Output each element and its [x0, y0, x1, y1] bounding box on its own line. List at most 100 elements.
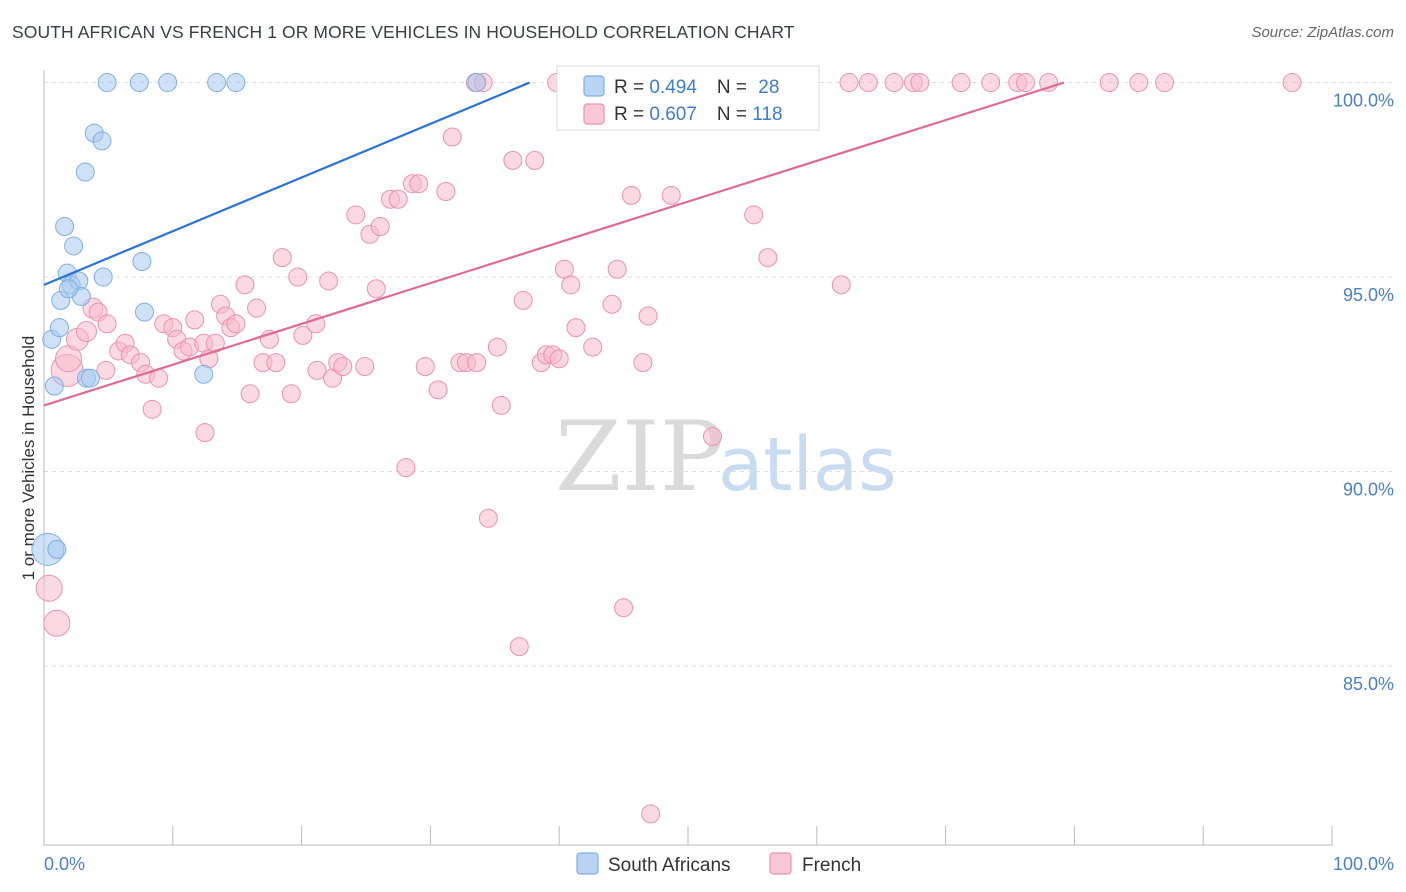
french-point [370, 216, 390, 236]
french-point [226, 314, 246, 334]
french-point [583, 337, 603, 357]
south-africans-point [226, 73, 246, 93]
french-point [266, 353, 286, 373]
french-point [43, 609, 71, 637]
french-point [491, 395, 511, 415]
french-point [293, 325, 313, 345]
french-point [633, 353, 653, 373]
bottom-legend-swatch-french [769, 852, 792, 875]
watermark-atlas: atlas [718, 422, 897, 508]
trend-line-south-africans [43, 81, 530, 286]
french-point [415, 357, 435, 377]
south-africans-point [80, 368, 100, 388]
south-africans-point [129, 73, 149, 93]
legend-r-value: 0.494 [649, 77, 697, 98]
french-point [858, 73, 878, 93]
chart-title: SOUTH AFRICAN VS FRENCH 1 OR MORE VEHICL… [12, 22, 795, 42]
french-point [319, 271, 339, 291]
french-point [467, 353, 487, 373]
french-point [638, 306, 658, 326]
french-point [409, 174, 429, 194]
y-tick-labels: 85.0% 90.0% 95.0% 100.0% [1333, 91, 1394, 695]
french-point [509, 637, 529, 657]
x-ticks [43, 826, 1333, 845]
french-point [272, 248, 292, 268]
french-point [607, 259, 627, 279]
south-africans-point [97, 73, 117, 93]
french-point [487, 337, 507, 357]
legend-n-label: N = [717, 77, 752, 98]
french-point [185, 310, 205, 330]
french-point [758, 248, 778, 268]
french-point [503, 150, 523, 170]
legend-box: R = 0.494 N = 28 R = 0.607 N = 118 [556, 65, 820, 131]
bottom-legend-swatch-south-africans [576, 852, 599, 875]
french-point [307, 360, 327, 380]
legend-r-value: 0.607 [649, 104, 697, 125]
bottom-legend-label-french: French [802, 855, 861, 876]
legend-swatch-south-africans [583, 75, 605, 97]
south-africans-point [194, 364, 214, 384]
french-point [333, 357, 353, 377]
x-tick-label-min: 0.0% [44, 854, 85, 874]
french-point [549, 349, 569, 369]
south-africans-point [207, 73, 227, 93]
y-axis-label: 1 or more Vehicles in Household [19, 336, 38, 581]
south-africans-point [47, 539, 67, 559]
south-africans-point [75, 162, 95, 182]
french-point [1015, 73, 1035, 93]
south-africans-point [132, 252, 152, 271]
watermark-zip: ZIP [555, 401, 724, 513]
gridlines [44, 82, 1394, 667]
y-tick-label: 100.0% [1333, 91, 1394, 111]
french-point [195, 423, 215, 443]
french-point [97, 314, 117, 334]
french-point [306, 314, 326, 334]
french-point [346, 205, 366, 225]
french-point [366, 279, 386, 299]
bottom-legend: South Africans French [576, 852, 861, 876]
french-point [142, 399, 162, 419]
french-point [247, 298, 267, 318]
watermark: ZIP atlas [555, 401, 897, 513]
french-point [355, 357, 375, 377]
south-africans-point [467, 73, 487, 93]
french-point [661, 185, 681, 205]
south-africans-point [49, 318, 69, 338]
french-point [1099, 73, 1119, 93]
french-point [388, 189, 408, 209]
legend-n-value: 118 [752, 104, 782, 125]
french-point [884, 73, 904, 93]
french-point [951, 73, 971, 93]
french-point [1129, 73, 1149, 93]
south-africans-point [58, 279, 78, 299]
french-point [442, 127, 462, 147]
french-point [1282, 73, 1302, 93]
french-point [1155, 73, 1175, 93]
y-tick-label: 95.0% [1343, 285, 1394, 305]
french-point [981, 73, 1001, 93]
trend-line-french [43, 81, 1065, 407]
french-point [513, 290, 533, 310]
french-point [478, 508, 498, 528]
south-africans-point [55, 216, 75, 236]
bottom-legend-label-south-africans: South Africans [608, 855, 731, 876]
french-point [839, 73, 859, 93]
series-south-africans [31, 73, 487, 566]
french-point [702, 427, 722, 447]
y-tick-label: 90.0% [1343, 480, 1394, 500]
source-label: Source: ZipAtlas.com [1251, 24, 1394, 41]
french-point [436, 181, 456, 201]
french-point [428, 380, 448, 400]
legend-row-french: R = 0.607 N = 118 [614, 104, 783, 125]
legend-r-label: R = [614, 77, 649, 98]
legend-r-label: R = [614, 104, 649, 125]
french-point [641, 804, 661, 824]
south-africans-point [44, 376, 64, 396]
french-point [744, 205, 764, 225]
french-point [76, 321, 98, 343]
french-point [240, 384, 260, 404]
french-point [602, 294, 622, 314]
french-point [288, 267, 308, 287]
legend-row-south-africans: R = 0.494 N = 28 [614, 77, 779, 98]
